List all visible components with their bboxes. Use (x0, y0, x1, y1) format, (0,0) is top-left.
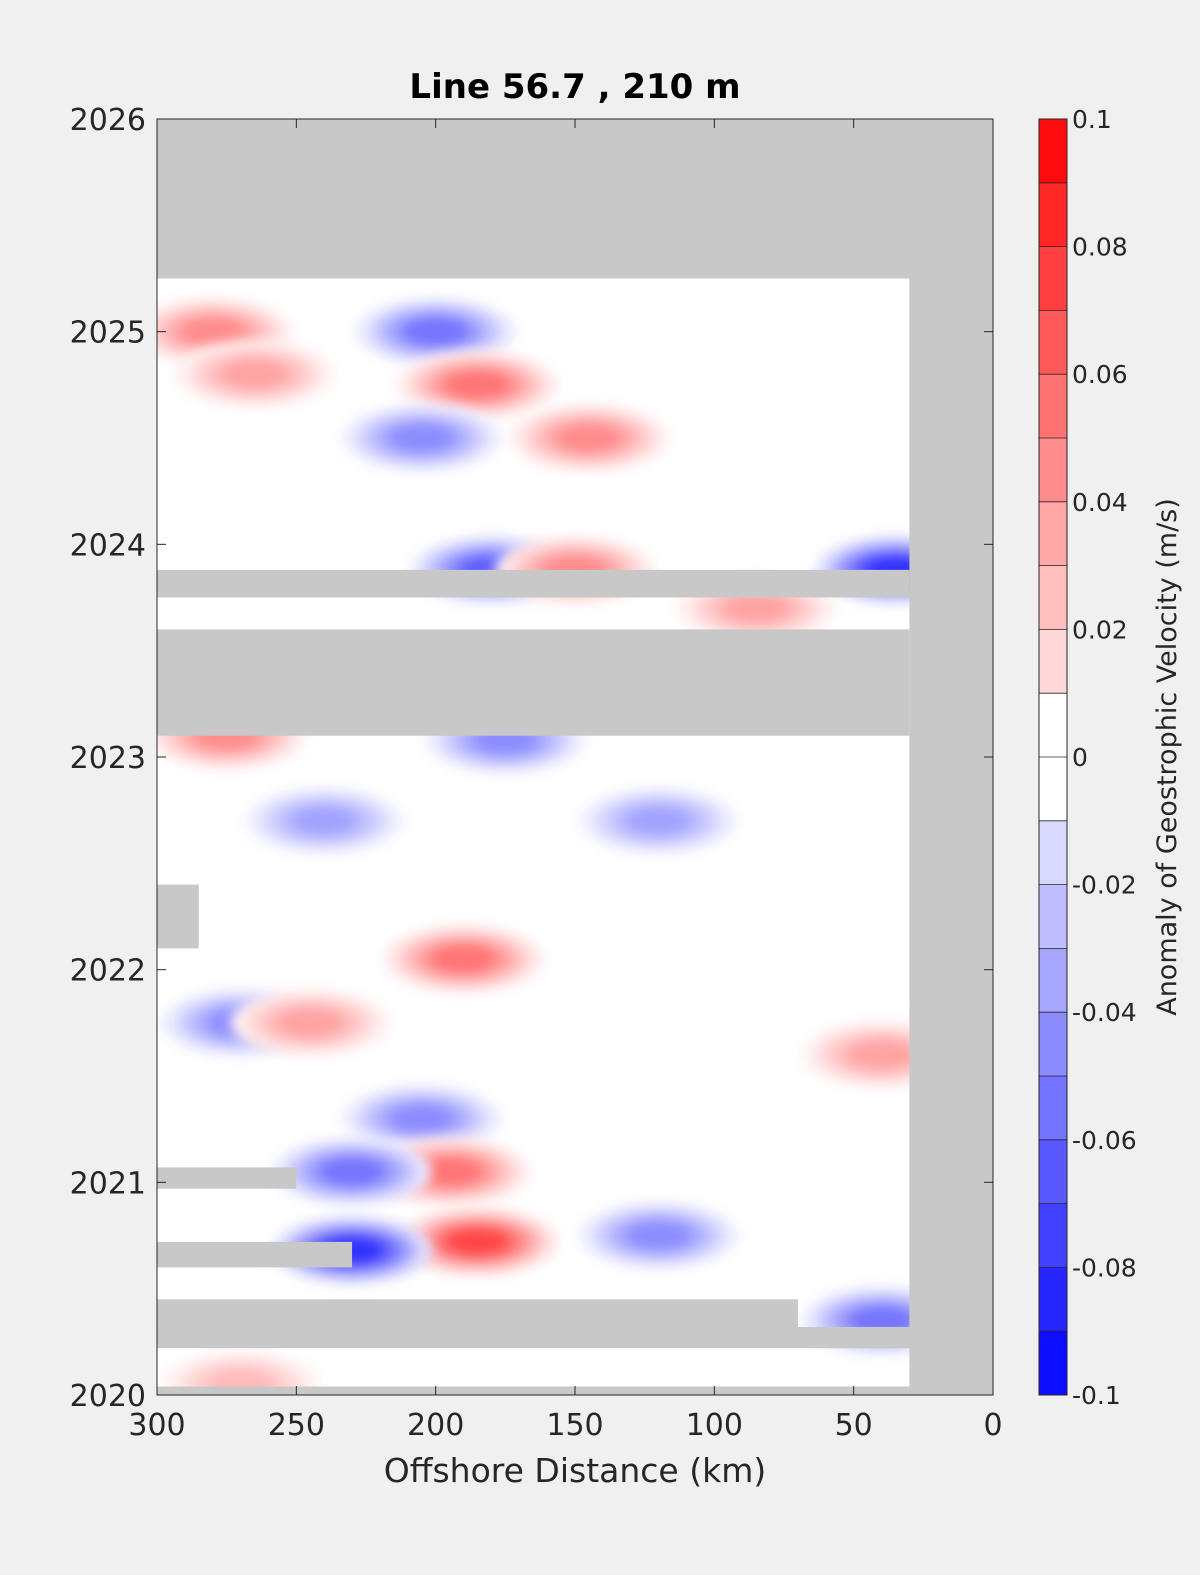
anomaly-contour (290, 806, 358, 836)
colorbar-tick-label: 0 (1072, 743, 1088, 772)
colorbar-tick-label: -0.06 (1072, 1126, 1137, 1155)
colorbar-ticks: 0.1 0.08 0.06 0.04 0.02 0 -0.02 -0.04 -0.06 -0.08… (1072, 105, 1137, 1410)
x-axis: 300 250 200 150 100 50 0 (128, 119, 1003, 1443)
anomaly-field (157, 297, 976, 1395)
x-tick-label: 200 (407, 1408, 464, 1443)
x-tick-label: 0 (983, 1408, 1002, 1443)
colorbar-swatch (1039, 948, 1067, 1013)
anomaly-contour (443, 370, 511, 400)
x-tick-label: 50 (835, 1408, 873, 1443)
anomaly-blob (355, 297, 516, 366)
nodata-region (157, 1299, 798, 1327)
anomaly-blob (508, 404, 669, 472)
nodata-region (157, 119, 993, 279)
plot-area: 300 250 200 150 100 50 0 202620252024202320222… (70, 103, 1003, 1443)
colorbar-swatch (1039, 501, 1067, 567)
anomaly-blob (397, 350, 558, 419)
colorbar-swatch (1039, 438, 1067, 503)
anomaly-blob (272, 1137, 433, 1206)
colorbar-frame (1038, 118, 1068, 1396)
anomaly-blob (244, 786, 405, 855)
anomaly-blob (578, 786, 739, 855)
anomaly-blob (397, 1207, 558, 1276)
anomaly-contour (402, 317, 470, 347)
colorbar-swatch (1039, 820, 1067, 886)
anomaly-blob (383, 925, 544, 994)
colorbar-tick-label: 0.1 (1072, 105, 1112, 134)
anomaly-contour (388, 1104, 456, 1134)
nodata-region (157, 629, 910, 736)
colorbar-swatch (1039, 884, 1067, 949)
colorbar-swatch (1039, 1012, 1067, 1077)
anomaly-blob (341, 1084, 502, 1153)
y-tick-label: 2020 (70, 1379, 146, 1414)
anomaly-contour (722, 593, 790, 623)
colorbar-swatch (1039, 693, 1067, 758)
nodata-region (157, 1326, 910, 1349)
anomaly-contour (179, 317, 247, 347)
y-tick-label: 2025 (70, 316, 146, 351)
colorbar-tick-label: -0.02 (1072, 871, 1137, 900)
anomaly-contour (430, 944, 498, 974)
anomaly-blob (341, 404, 502, 472)
colorbar-tick-label: -0.08 (1072, 1253, 1137, 1282)
anomaly-contour (276, 1008, 344, 1038)
colorbar-swatch (1039, 565, 1067, 630)
y-tick-label: 2022 (70, 954, 146, 989)
nodata-region (157, 569, 910, 598)
anomaly-contour (625, 1221, 693, 1250)
colorbar-swatch (1039, 246, 1067, 311)
colorbar-tick-label: 0.04 (1072, 488, 1128, 517)
x-tick-label: 150 (546, 1408, 603, 1443)
nodata-region (157, 1241, 353, 1268)
anomaly-contour (416, 1157, 484, 1187)
nodata-region (909, 119, 993, 1395)
colorbar-swatch (1039, 757, 1067, 822)
colorbar-swatch (1039, 1331, 1067, 1396)
colorbar-swatch (1039, 310, 1067, 375)
colorbar-tick-label: 0.08 (1072, 233, 1128, 262)
colorbar-tick-label: -0.04 (1072, 998, 1137, 1027)
colorbar-tick-label: -0.1 (1072, 1381, 1121, 1410)
y-tick-label: 2024 (70, 528, 146, 563)
nodata-mask (157, 119, 993, 1395)
nodata-region (157, 884, 199, 949)
colorbar-swatch (1039, 1139, 1067, 1205)
anomaly-contour (318, 1157, 386, 1187)
colorbar-swatch (1039, 629, 1067, 694)
y-tick-label: 2026 (70, 103, 146, 138)
anomaly-contour (848, 1040, 916, 1070)
anomaly-contour (388, 423, 456, 453)
x-axis-label: Offshore Distance (km) (384, 1451, 766, 1490)
anomaly-contour (221, 359, 289, 389)
colorbar-swatch (1039, 1203, 1067, 1268)
colorbar-tick-label: 0.06 (1072, 360, 1128, 389)
anomaly-blob (230, 988, 391, 1057)
colorbar-label: Anomaly of Geostrophic Velocity (m/s) (1152, 498, 1183, 1016)
colorbar-swatch (1039, 1076, 1067, 1141)
colorbar-tick-label: 0.02 (1072, 615, 1128, 644)
y-tick-label: 2023 (70, 741, 146, 776)
y-tick-label: 2021 (70, 1166, 146, 1201)
anomaly-blob (578, 1201, 739, 1270)
anomaly-blob (174, 340, 335, 409)
anomaly-contour (443, 1227, 511, 1257)
colorbar: 0.1 0.08 0.06 0.04 0.02 0 -0.02 -0.04 -0.06 -0.08… (1038, 105, 1183, 1410)
anomaly-contour (555, 423, 623, 453)
colorbar-swatches (1039, 119, 1067, 1396)
colorbar-swatch (1039, 1267, 1067, 1332)
colorbar-swatch (1039, 119, 1067, 184)
chart-title: Line 56.7 , 210 m (409, 67, 740, 107)
x-tick-label: 250 (268, 1408, 325, 1443)
y-axis: 2026 2025 2024 2023 2022 2021 2020 (70, 103, 993, 1414)
colorbar-swatch (1039, 374, 1067, 439)
colorbar-swatch (1039, 182, 1067, 248)
x-tick-label: 300 (128, 1408, 185, 1443)
nodata-region (157, 1167, 297, 1189)
x-tick-label: 100 (686, 1408, 743, 1443)
anomaly-contour (625, 806, 693, 836)
